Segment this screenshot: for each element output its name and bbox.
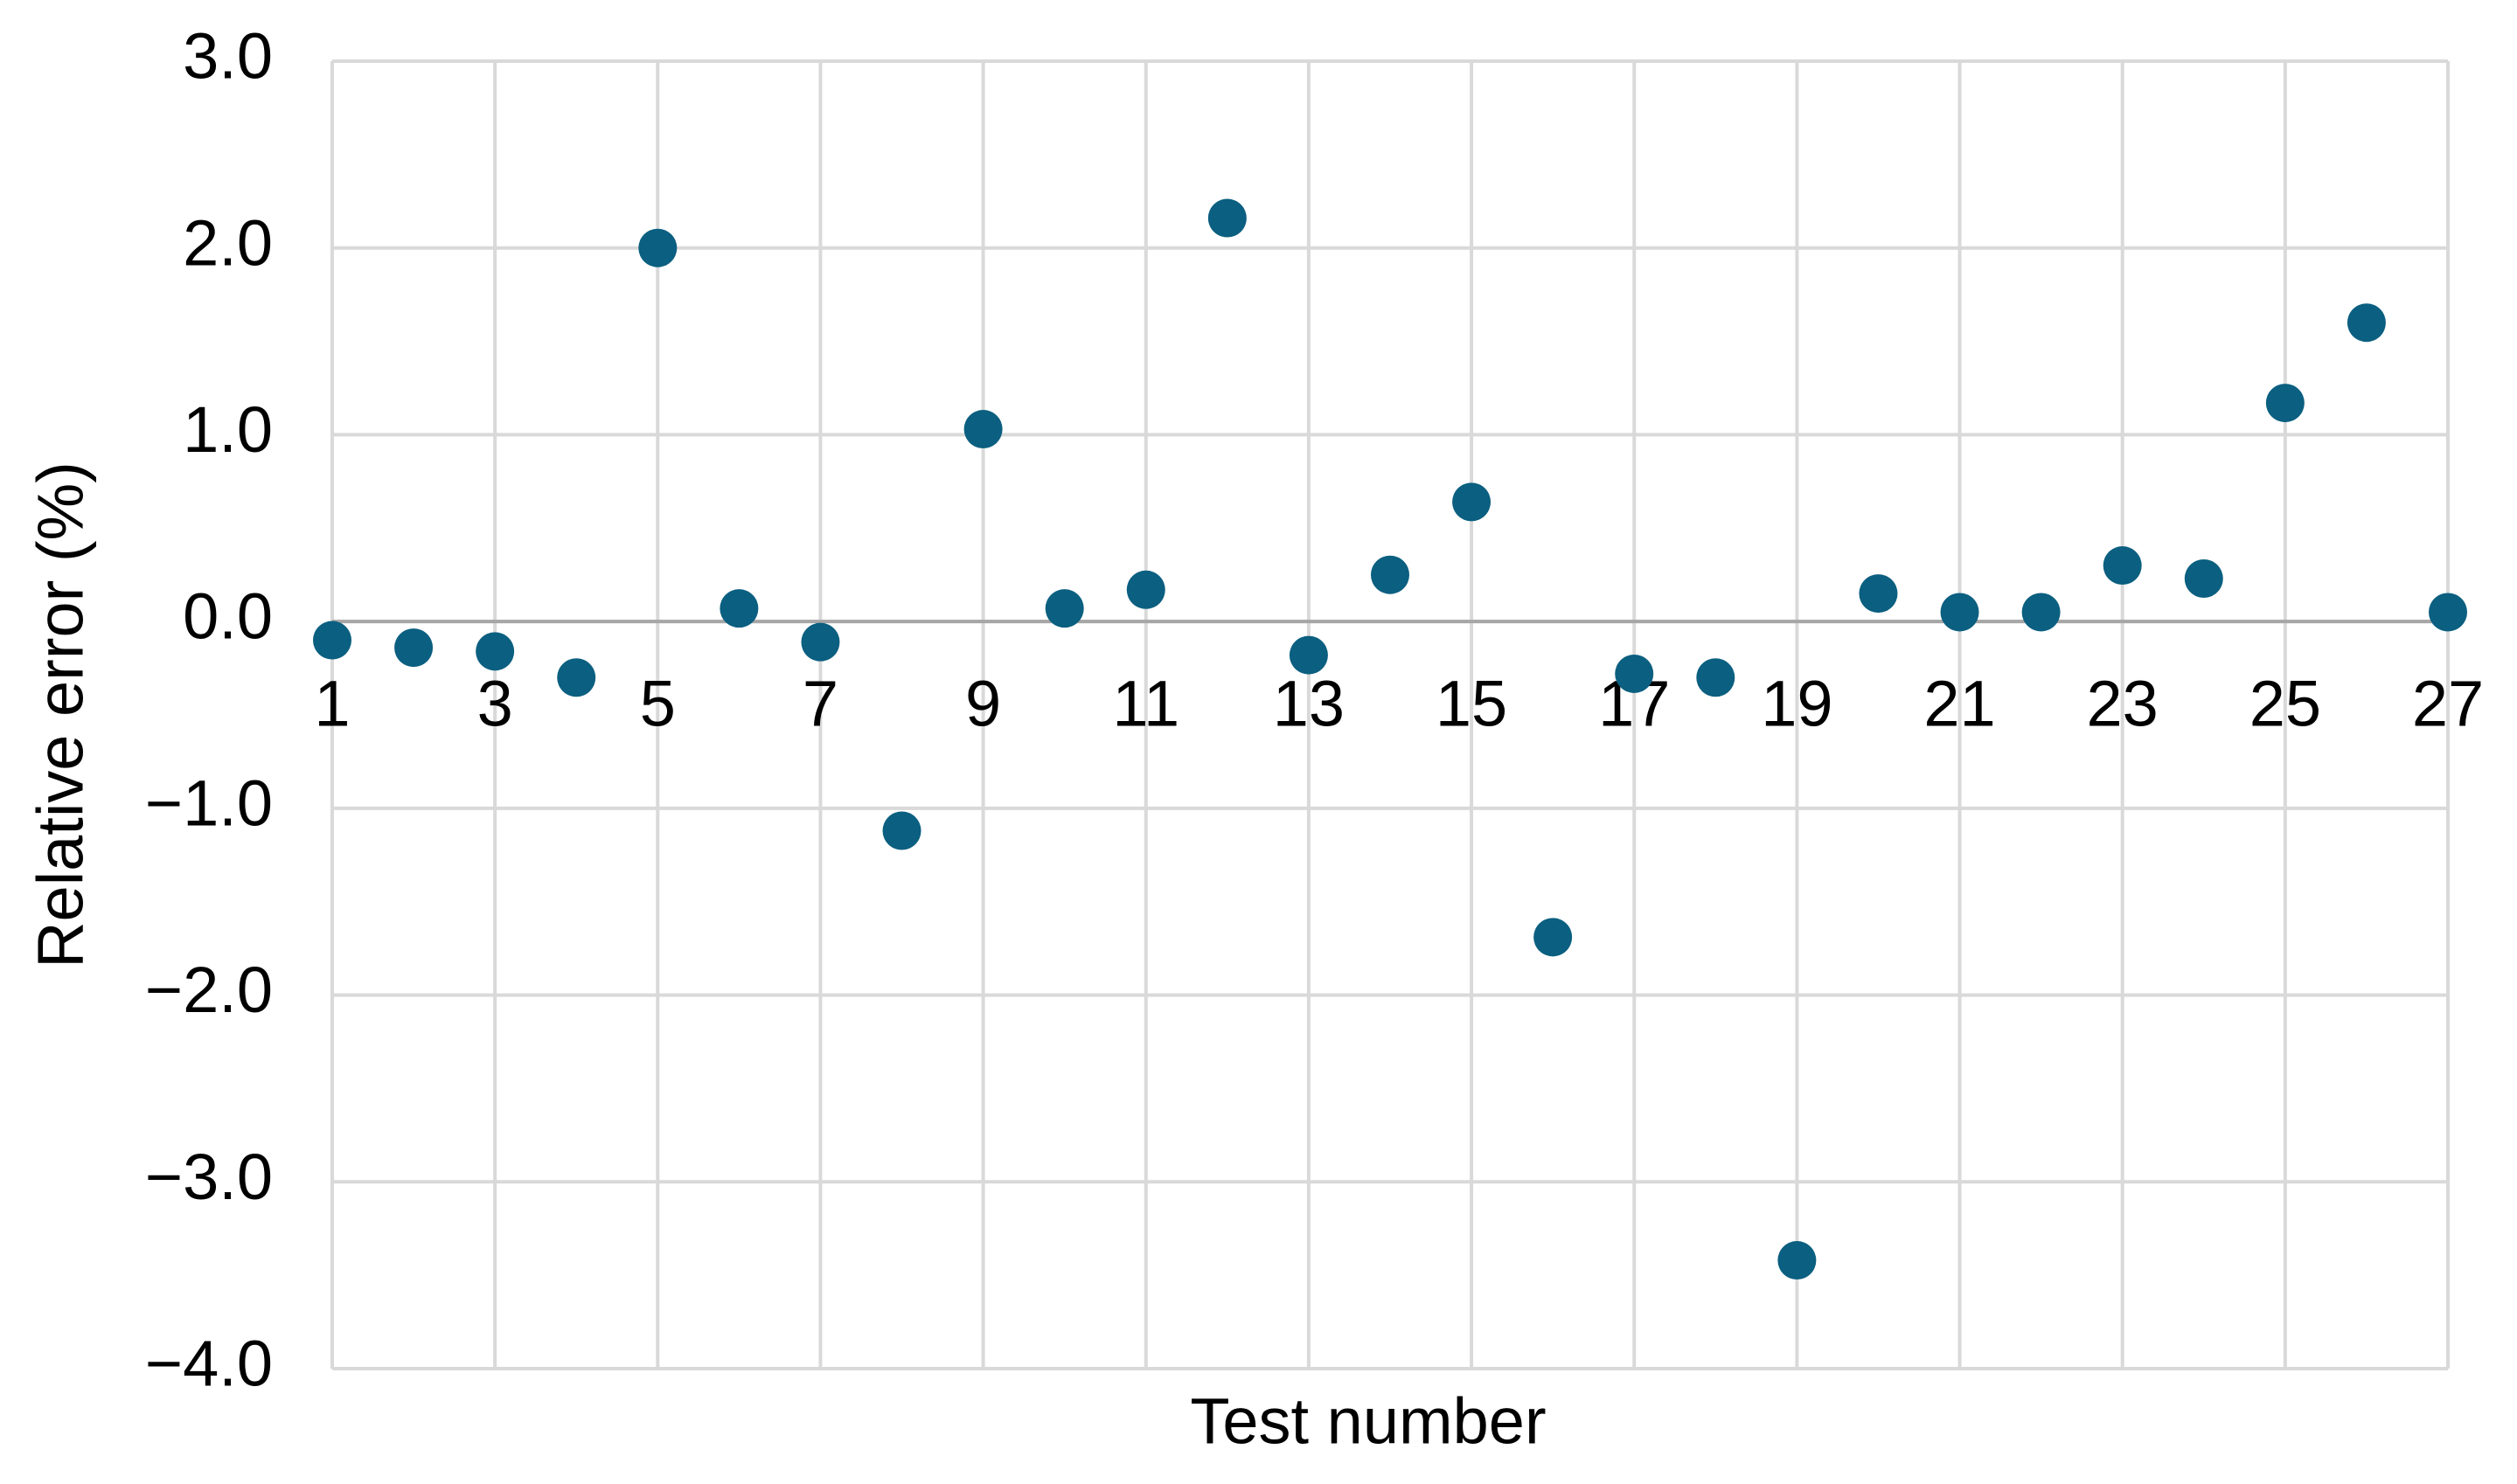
point: [2184, 558, 2223, 598]
x-tick-label: 1: [314, 668, 350, 740]
x-tick-label: 23: [2087, 668, 2159, 740]
point: [1045, 589, 1084, 628]
point: [963, 410, 1003, 449]
y-tick-label: −2.0: [145, 954, 273, 1026]
y-tick-label: 0.0: [183, 580, 273, 653]
x-tick-label: 3: [477, 668, 513, 740]
y-tick-label: −3.0: [145, 1141, 273, 1213]
point: [1696, 658, 1735, 697]
point: [1371, 555, 1409, 594]
point: [882, 811, 921, 850]
point: [1859, 574, 1898, 614]
y-tick-label: −4.0: [145, 1328, 273, 1400]
point: [557, 658, 596, 697]
x-tick-label: 25: [2249, 668, 2321, 740]
point: [1207, 198, 1247, 238]
y-tick-label: −1.0: [145, 766, 273, 839]
x-tick-label: 9: [965, 668, 1001, 740]
point: [720, 589, 759, 628]
point: [2429, 593, 2467, 632]
x-tick-label: 7: [803, 668, 838, 740]
point: [2103, 546, 2142, 586]
point: [2021, 593, 2061, 632]
point: [801, 622, 840, 662]
x-tick-label: 27: [2412, 668, 2484, 740]
point: [638, 228, 678, 267]
y-tick-label: 3.0: [183, 20, 273, 93]
point: [394, 628, 434, 668]
point: [1777, 1241, 1817, 1280]
point: [2347, 303, 2386, 343]
point: [1126, 570, 1165, 609]
y-tick-label: 2.0: [183, 206, 273, 279]
y-axis-title: Relative error (%): [24, 461, 97, 968]
point: [2265, 384, 2305, 423]
point: [1289, 635, 1328, 675]
x-tick-label: 15: [1436, 668, 1507, 740]
x-tick-label: 13: [1273, 668, 1345, 740]
x-axis-title: Test number: [1190, 1385, 1546, 1458]
y-tick-label: 1.0: [183, 393, 273, 466]
point: [1940, 593, 1979, 632]
point: [1452, 482, 1491, 522]
x-tick-label: 21: [1923, 668, 1995, 740]
point: [313, 621, 351, 660]
x-tick-label: 19: [1761, 668, 1832, 740]
x-tick-label: 5: [640, 668, 676, 740]
point: [476, 632, 515, 671]
point: [1615, 654, 1654, 693]
point: [1533, 918, 1573, 957]
x-tick-label: 11: [1112, 668, 1179, 740]
